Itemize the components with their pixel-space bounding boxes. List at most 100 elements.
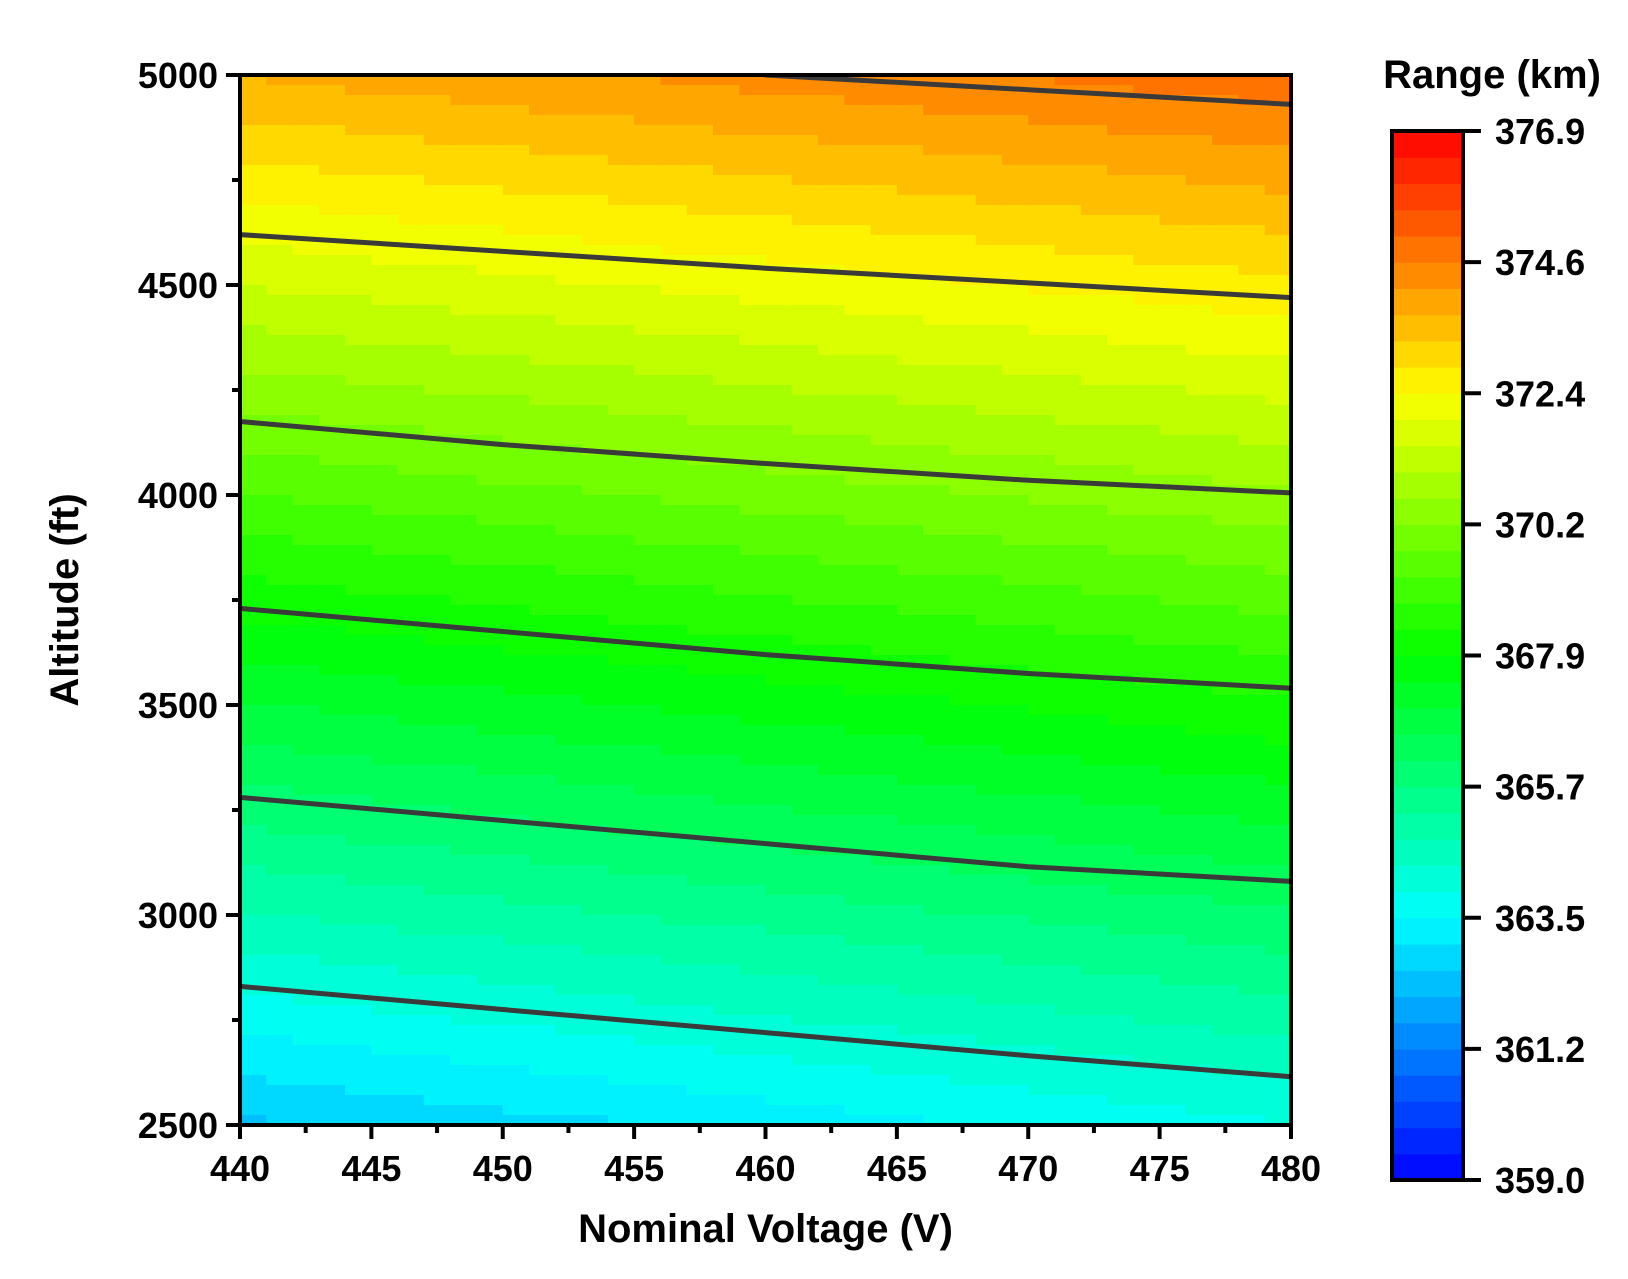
surface-cell: [1133, 485, 1161, 496]
surface-cell: [266, 815, 294, 826]
surface-cell: [949, 355, 977, 366]
surface-cell: [607, 425, 635, 436]
surface-cell: [1001, 385, 1029, 396]
surface-cell: [923, 1015, 951, 1026]
surface-cell: [923, 515, 951, 526]
surface-cell: [712, 995, 740, 1006]
surface-cell: [791, 125, 819, 136]
surface-cell: [1212, 995, 1240, 1006]
surface-cell: [371, 275, 399, 286]
surface-cell: [555, 475, 583, 486]
surface-cell: [450, 725, 478, 736]
surface-cell: [1080, 605, 1108, 616]
surface-cell: [634, 335, 662, 346]
surface-cell: [791, 725, 819, 736]
surface-cell: [791, 1035, 819, 1046]
surface-cell: [476, 645, 504, 656]
surface-cell: [923, 285, 951, 296]
surface-cell: [581, 475, 609, 486]
surface-cell: [739, 565, 767, 576]
surface-cell: [555, 955, 583, 966]
surface-cell: [739, 95, 767, 106]
surface-cell: [266, 145, 294, 156]
surface-cell: [476, 285, 504, 296]
surface-cell: [1080, 205, 1108, 216]
surface-cell: [712, 625, 740, 636]
surface-cell: [634, 735, 662, 746]
surface-cell: [949, 475, 977, 486]
surface-cell: [292, 575, 320, 586]
surface-cell: [529, 975, 556, 986]
surface-cell: [266, 555, 294, 566]
surface-cell: [844, 85, 872, 96]
surface-cell: [1028, 825, 1056, 836]
surface-cell: [870, 805, 898, 816]
surface-cell: [345, 75, 372, 86]
surface-cell: [660, 415, 688, 426]
surface-cell: [1028, 805, 1056, 816]
surface-cell: [423, 645, 451, 656]
surface-cell: [870, 395, 898, 406]
surface-cell: [1159, 805, 1187, 816]
surface-cell: [345, 265, 372, 276]
surface-cell: [371, 925, 399, 936]
surface-cell: [844, 235, 872, 246]
surface-cell: [502, 615, 530, 626]
surface-cell: [712, 595, 740, 606]
surface-cell: [1185, 1095, 1213, 1106]
surface-cell: [371, 1005, 399, 1016]
surface-cell: [529, 215, 556, 226]
surface-cell: [266, 1045, 294, 1056]
surface-cell: [581, 135, 609, 146]
surface-cell: [581, 1035, 609, 1046]
contour-line-5: [240, 232, 1291, 301]
surface-cell: [476, 525, 504, 536]
surface-cell: [1185, 605, 1213, 616]
surface-cell: [1133, 1075, 1161, 1086]
surface-cell: [818, 665, 845, 676]
surface-cell: [949, 595, 977, 606]
surface-cell: [1212, 865, 1240, 876]
surface-cell: [476, 495, 504, 506]
surface-cell: [1054, 315, 1082, 326]
surface-cell: [1028, 445, 1056, 456]
surface-cell: [1028, 905, 1056, 916]
surface-cell: [476, 555, 504, 566]
surface-cell: [765, 935, 793, 946]
surface-cell: [634, 965, 662, 976]
surface-cell: [318, 275, 346, 286]
surface-cell: [476, 335, 504, 346]
surface-cell: [896, 675, 924, 686]
surface-cell: [1001, 465, 1029, 476]
surface-cell: [739, 845, 767, 856]
surface-cell: [345, 655, 372, 666]
surface-cell: [1159, 655, 1187, 666]
surface-cell: [1264, 565, 1291, 576]
surface-cell: [1028, 505, 1056, 516]
surface-cell: [634, 385, 662, 396]
surface-cell: [634, 1075, 662, 1086]
surface-cell: [1107, 335, 1134, 346]
surface-cell: [1028, 525, 1056, 536]
surface-cell: [1159, 105, 1187, 116]
surface-cell: [266, 185, 294, 196]
surface-cell: [896, 115, 924, 126]
surface-cell: [1054, 1075, 1082, 1086]
surface-cell: [1238, 1015, 1266, 1026]
surface-cell: [949, 705, 977, 716]
surface-cell: [529, 965, 556, 976]
surface-cell: [607, 135, 635, 146]
surface-cell: [870, 195, 898, 206]
surface-cell: [896, 815, 924, 826]
surface-cell: [1080, 475, 1108, 486]
surface-cell: [318, 1055, 346, 1066]
surface-cell: [581, 705, 609, 716]
surface-cell: [660, 825, 688, 836]
surface-cell: [607, 1045, 635, 1056]
surface-cell: [318, 1045, 346, 1056]
surface-cell: [739, 305, 767, 316]
surface-cell: [975, 1095, 1003, 1106]
surface-cell: [1054, 1095, 1082, 1106]
surface-cell: [818, 575, 845, 586]
surface-cell: [345, 945, 372, 956]
